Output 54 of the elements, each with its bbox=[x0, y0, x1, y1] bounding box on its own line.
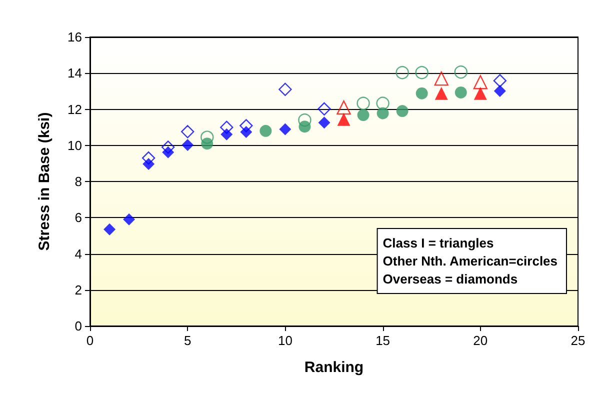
point bbox=[182, 139, 194, 152]
x-tick-label: 0 bbox=[86, 333, 94, 348]
x-tick-label: 15 bbox=[376, 333, 390, 348]
point bbox=[240, 126, 252, 138]
point bbox=[200, 130, 214, 144]
y-tick-label: 10 bbox=[68, 138, 82, 153]
point bbox=[356, 96, 370, 110]
point bbox=[142, 158, 155, 170]
point bbox=[454, 86, 467, 98]
point bbox=[318, 102, 331, 116]
point bbox=[279, 123, 292, 136]
point bbox=[318, 116, 330, 129]
point bbox=[260, 124, 272, 137]
point bbox=[104, 223, 116, 236]
point bbox=[376, 107, 389, 120]
point bbox=[357, 109, 370, 122]
x-tick-label: 10 bbox=[278, 333, 292, 348]
x-tick-label: 20 bbox=[473, 333, 488, 348]
y-tick-label: 4 bbox=[74, 246, 82, 262]
y-tick-label: 0 bbox=[74, 318, 82, 334]
point bbox=[123, 213, 136, 226]
point bbox=[474, 86, 487, 100]
point bbox=[415, 66, 428, 80]
point bbox=[434, 71, 448, 86]
point bbox=[416, 87, 428, 100]
point bbox=[336, 100, 351, 115]
point bbox=[337, 112, 350, 126]
point bbox=[494, 85, 506, 98]
y-tick-label: 16 bbox=[68, 30, 82, 44]
point bbox=[298, 113, 312, 127]
y-tick-label: 14 bbox=[68, 66, 82, 81]
x-axis-title: Ranking bbox=[304, 359, 364, 376]
point bbox=[278, 82, 292, 96]
point bbox=[298, 120, 311, 133]
y-axis-title: Stress in Base (ksi) bbox=[36, 112, 53, 251]
y-tick-label: 6 bbox=[74, 210, 82, 226]
point bbox=[493, 74, 507, 88]
point bbox=[220, 128, 233, 140]
point bbox=[181, 125, 194, 138]
y-tick-label: 8 bbox=[74, 174, 82, 189]
annotation: Class I = triangles Other Nth. American=circles Overseas = diamonds bbox=[382, 236, 558, 286]
point bbox=[220, 120, 234, 134]
x-tick-label: 25 bbox=[570, 333, 586, 348]
point bbox=[473, 75, 488, 90]
point bbox=[162, 146, 174, 158]
point bbox=[434, 86, 448, 100]
point bbox=[201, 138, 214, 150]
y-tick-label: 12 bbox=[68, 102, 82, 117]
point bbox=[396, 105, 408, 118]
point bbox=[454, 65, 468, 79]
point bbox=[396, 66, 409, 80]
y-tick-label: 2 bbox=[74, 282, 82, 298]
point bbox=[376, 96, 390, 110]
x-tick-label: 5 bbox=[184, 333, 192, 348]
